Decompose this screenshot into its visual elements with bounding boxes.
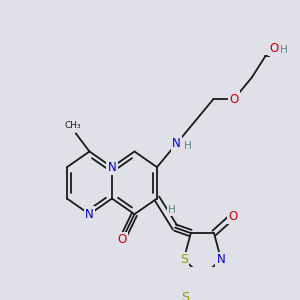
Text: N: N [85, 208, 94, 221]
Text: CH₃: CH₃ [65, 121, 81, 130]
Text: N: N [217, 253, 226, 266]
Text: N: N [172, 137, 181, 150]
Text: O: O [229, 93, 239, 106]
Text: H: H [168, 205, 176, 215]
Text: N: N [108, 161, 116, 174]
Text: O: O [228, 210, 237, 223]
Text: H: H [184, 142, 192, 152]
Text: S: S [181, 291, 189, 300]
Text: H: H [280, 45, 288, 55]
Text: S: S [180, 253, 188, 266]
Text: O: O [269, 42, 278, 56]
Text: O: O [117, 233, 127, 246]
